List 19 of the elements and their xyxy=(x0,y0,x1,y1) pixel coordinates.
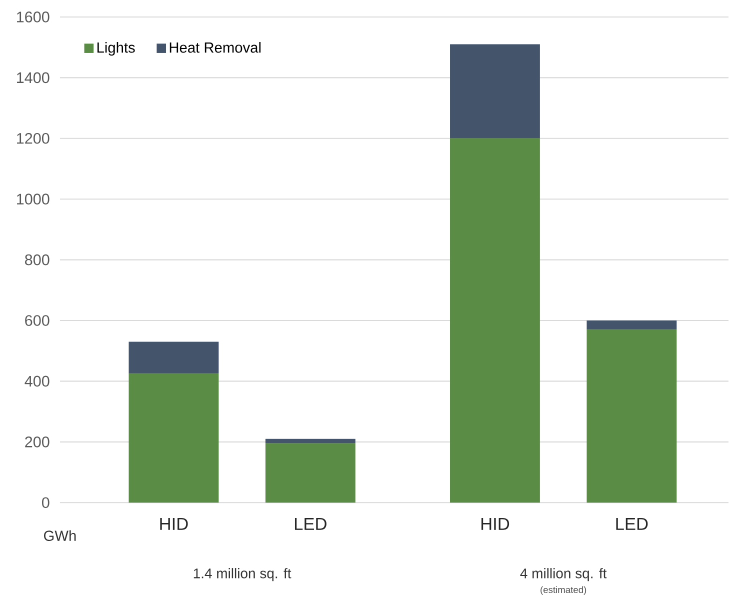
y-tick-label: 800 xyxy=(25,254,50,266)
text: (estimated) xyxy=(540,586,586,595)
y-tick-label: 400 xyxy=(24,376,50,386)
legend-label: Heat Removal xyxy=(170,42,261,53)
x-tick-label: LED xyxy=(294,518,326,530)
y-axis-title: GWh xyxy=(44,530,76,541)
legend-label: Lights xyxy=(97,42,135,56)
y-tick-label: 600 xyxy=(25,314,50,326)
y-tick-label: 1600 xyxy=(17,11,50,22)
y-tick-label: 1200 xyxy=(17,132,50,144)
text: 1.4 million sq. ft xyxy=(194,568,292,581)
x-tick-label: HID xyxy=(160,518,188,530)
x-tick-label: HID xyxy=(481,518,510,530)
x-tick-label: LED xyxy=(616,518,648,530)
y-tick-label: 1400 xyxy=(17,72,50,83)
text: 4 million sq. ft xyxy=(520,568,607,581)
y-tick-label: 200 xyxy=(25,436,50,448)
y-tick-label: 0 xyxy=(42,497,50,508)
y-tick-label: 1000 xyxy=(17,194,50,204)
